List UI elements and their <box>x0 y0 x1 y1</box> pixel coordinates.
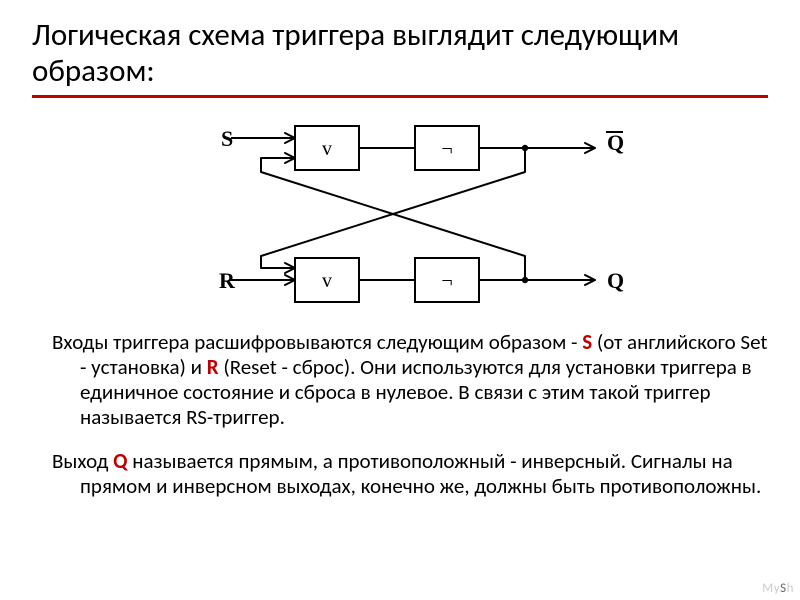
svg-text:¬: ¬ <box>441 270 452 292</box>
svg-text:v: v <box>322 270 332 292</box>
p2-lead: Выход <box>52 448 113 474</box>
svg-text:v: v <box>322 138 332 160</box>
paragraph-inputs: Входы триггера расшифровываются следующи… <box>32 330 768 429</box>
slide-container: { "title": "Логическая схема триггера вы… <box>0 0 800 600</box>
label-S: S <box>582 329 592 355</box>
svg-text:¬: ¬ <box>441 138 452 160</box>
label-Q: Q <box>113 448 127 474</box>
svg-text:Q: Q <box>607 130 624 155</box>
svg-text:Q: Q <box>607 268 624 293</box>
p2-tail: называется прямым, а противоположный - и… <box>80 448 761 499</box>
trigger-logic-diagram: v ¬ v ¬ S R Q Q <box>32 108 768 318</box>
title-underline-rule <box>32 95 768 98</box>
slide-title: Логическая схема триггера выглядит следу… <box>32 18 768 89</box>
watermark: MySh <box>762 581 794 596</box>
p1-lead: Входы триггера расшифровываются следующи… <box>52 329 582 355</box>
label-R: R <box>207 354 219 380</box>
logic-schematic-svg: v ¬ v ¬ S R Q Q <box>165 108 635 318</box>
watermark-b: S <box>780 581 786 596</box>
svg-text:S: S <box>221 126 233 151</box>
svg-text:R: R <box>219 268 236 293</box>
watermark-c: h <box>787 581 794 596</box>
watermark-a: My <box>762 581 780 596</box>
paragraph-outputs: Выход Q называется прямым, а противополо… <box>32 449 768 499</box>
